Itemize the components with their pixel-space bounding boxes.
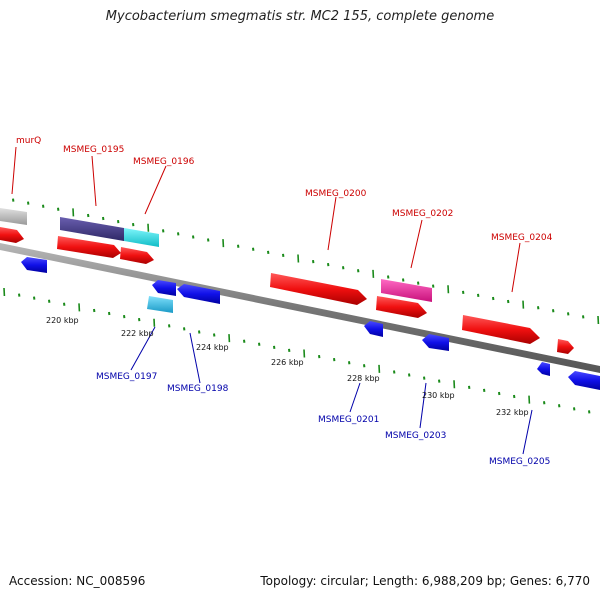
gene-reverse[interactable]: [568, 371, 600, 390]
label-MSMEG_0202[interactable]: MSMEG_0202: [392, 209, 453, 219]
scale-label: 224 kbp: [196, 343, 229, 352]
gene-forward[interactable]: [557, 339, 574, 354]
gene-MSMEG_0197[interactable]: [147, 296, 173, 313]
reverse-genes[interactable]: [21, 257, 600, 390]
reverse-gene-labels: MSMEG_0197 MSMEG_0198 MSMEG_0201 MSMEG_0…: [96, 326, 550, 467]
gene-murQ[interactable]: [0, 208, 27, 225]
scale-label: 228 kbp: [347, 374, 380, 383]
gene-reverse[interactable]: [364, 321, 383, 337]
upper-track-genes[interactable]: [0, 208, 432, 302]
scale-label: 220 kbp: [46, 316, 79, 325]
gene-forward[interactable]: [120, 247, 154, 264]
gene-forward[interactable]: [57, 236, 121, 258]
label-MSMEG_0195[interactable]: MSMEG_0195: [63, 145, 124, 155]
label-MSMEG_0196[interactable]: MSMEG_0196: [133, 157, 195, 167]
gene-reverse[interactable]: [422, 334, 449, 351]
gene-reverse[interactable]: [152, 280, 176, 296]
scale-label: 232 kbp: [496, 408, 529, 417]
label-MSMEG_0201[interactable]: MSMEG_0201: [318, 415, 379, 425]
genome-title: Mycobacterium smegmatis str. MC2 155, co…: [105, 9, 495, 24]
gene-forward[interactable]: [376, 296, 427, 318]
gene-forward[interactable]: [0, 227, 24, 243]
gene-reverse[interactable]: [537, 362, 550, 376]
genome-summary-text: Topology: circular; Length: 6,988,209 bp…: [260, 574, 590, 588]
tick-row-lower: [3, 287, 591, 414]
gene-MSMEG_0196[interactable]: [124, 228, 159, 247]
scale-label: 222 kbp: [121, 329, 154, 338]
gene-reverse[interactable]: [177, 284, 220, 304]
tick-row-upper: [12, 198, 600, 325]
gene-MSMEG_0195[interactable]: [60, 217, 124, 241]
scale-label: 226 kbp: [271, 358, 304, 367]
accession-text: Accession: NC_008596: [9, 574, 146, 588]
label-MSMEG_0198[interactable]: MSMEG_0198: [167, 384, 229, 394]
gene-MSMEG_0202[interactable]: [381, 279, 432, 302]
label-MSMEG_0203[interactable]: MSMEG_0203: [385, 431, 446, 441]
label-MSMEG_0204[interactable]: MSMEG_0204: [491, 233, 553, 243]
label-MSMEG_0200[interactable]: MSMEG_0200: [305, 189, 367, 199]
scale-labels: 220 kbp 222 kbp 224 kbp 226 kbp 228 kbp …: [46, 316, 529, 417]
gene-forward[interactable]: [462, 315, 540, 344]
label-murQ[interactable]: murQ: [16, 136, 41, 146]
label-MSMEG_0205[interactable]: MSMEG_0205: [489, 457, 550, 467]
forward-gene-labels: murQ MSMEG_0195 MSMEG_0196 MSMEG_0200 MS…: [11, 136, 553, 293]
gene-forward[interactable]: [270, 273, 367, 305]
label-MSMEG_0197[interactable]: MSMEG_0197: [96, 372, 157, 382]
forward-genes[interactable]: [0, 227, 574, 354]
gene-reverse[interactable]: [21, 257, 47, 273]
genome-backbone: [0, 243, 600, 373]
scale-label: 230 kbp: [422, 391, 455, 400]
